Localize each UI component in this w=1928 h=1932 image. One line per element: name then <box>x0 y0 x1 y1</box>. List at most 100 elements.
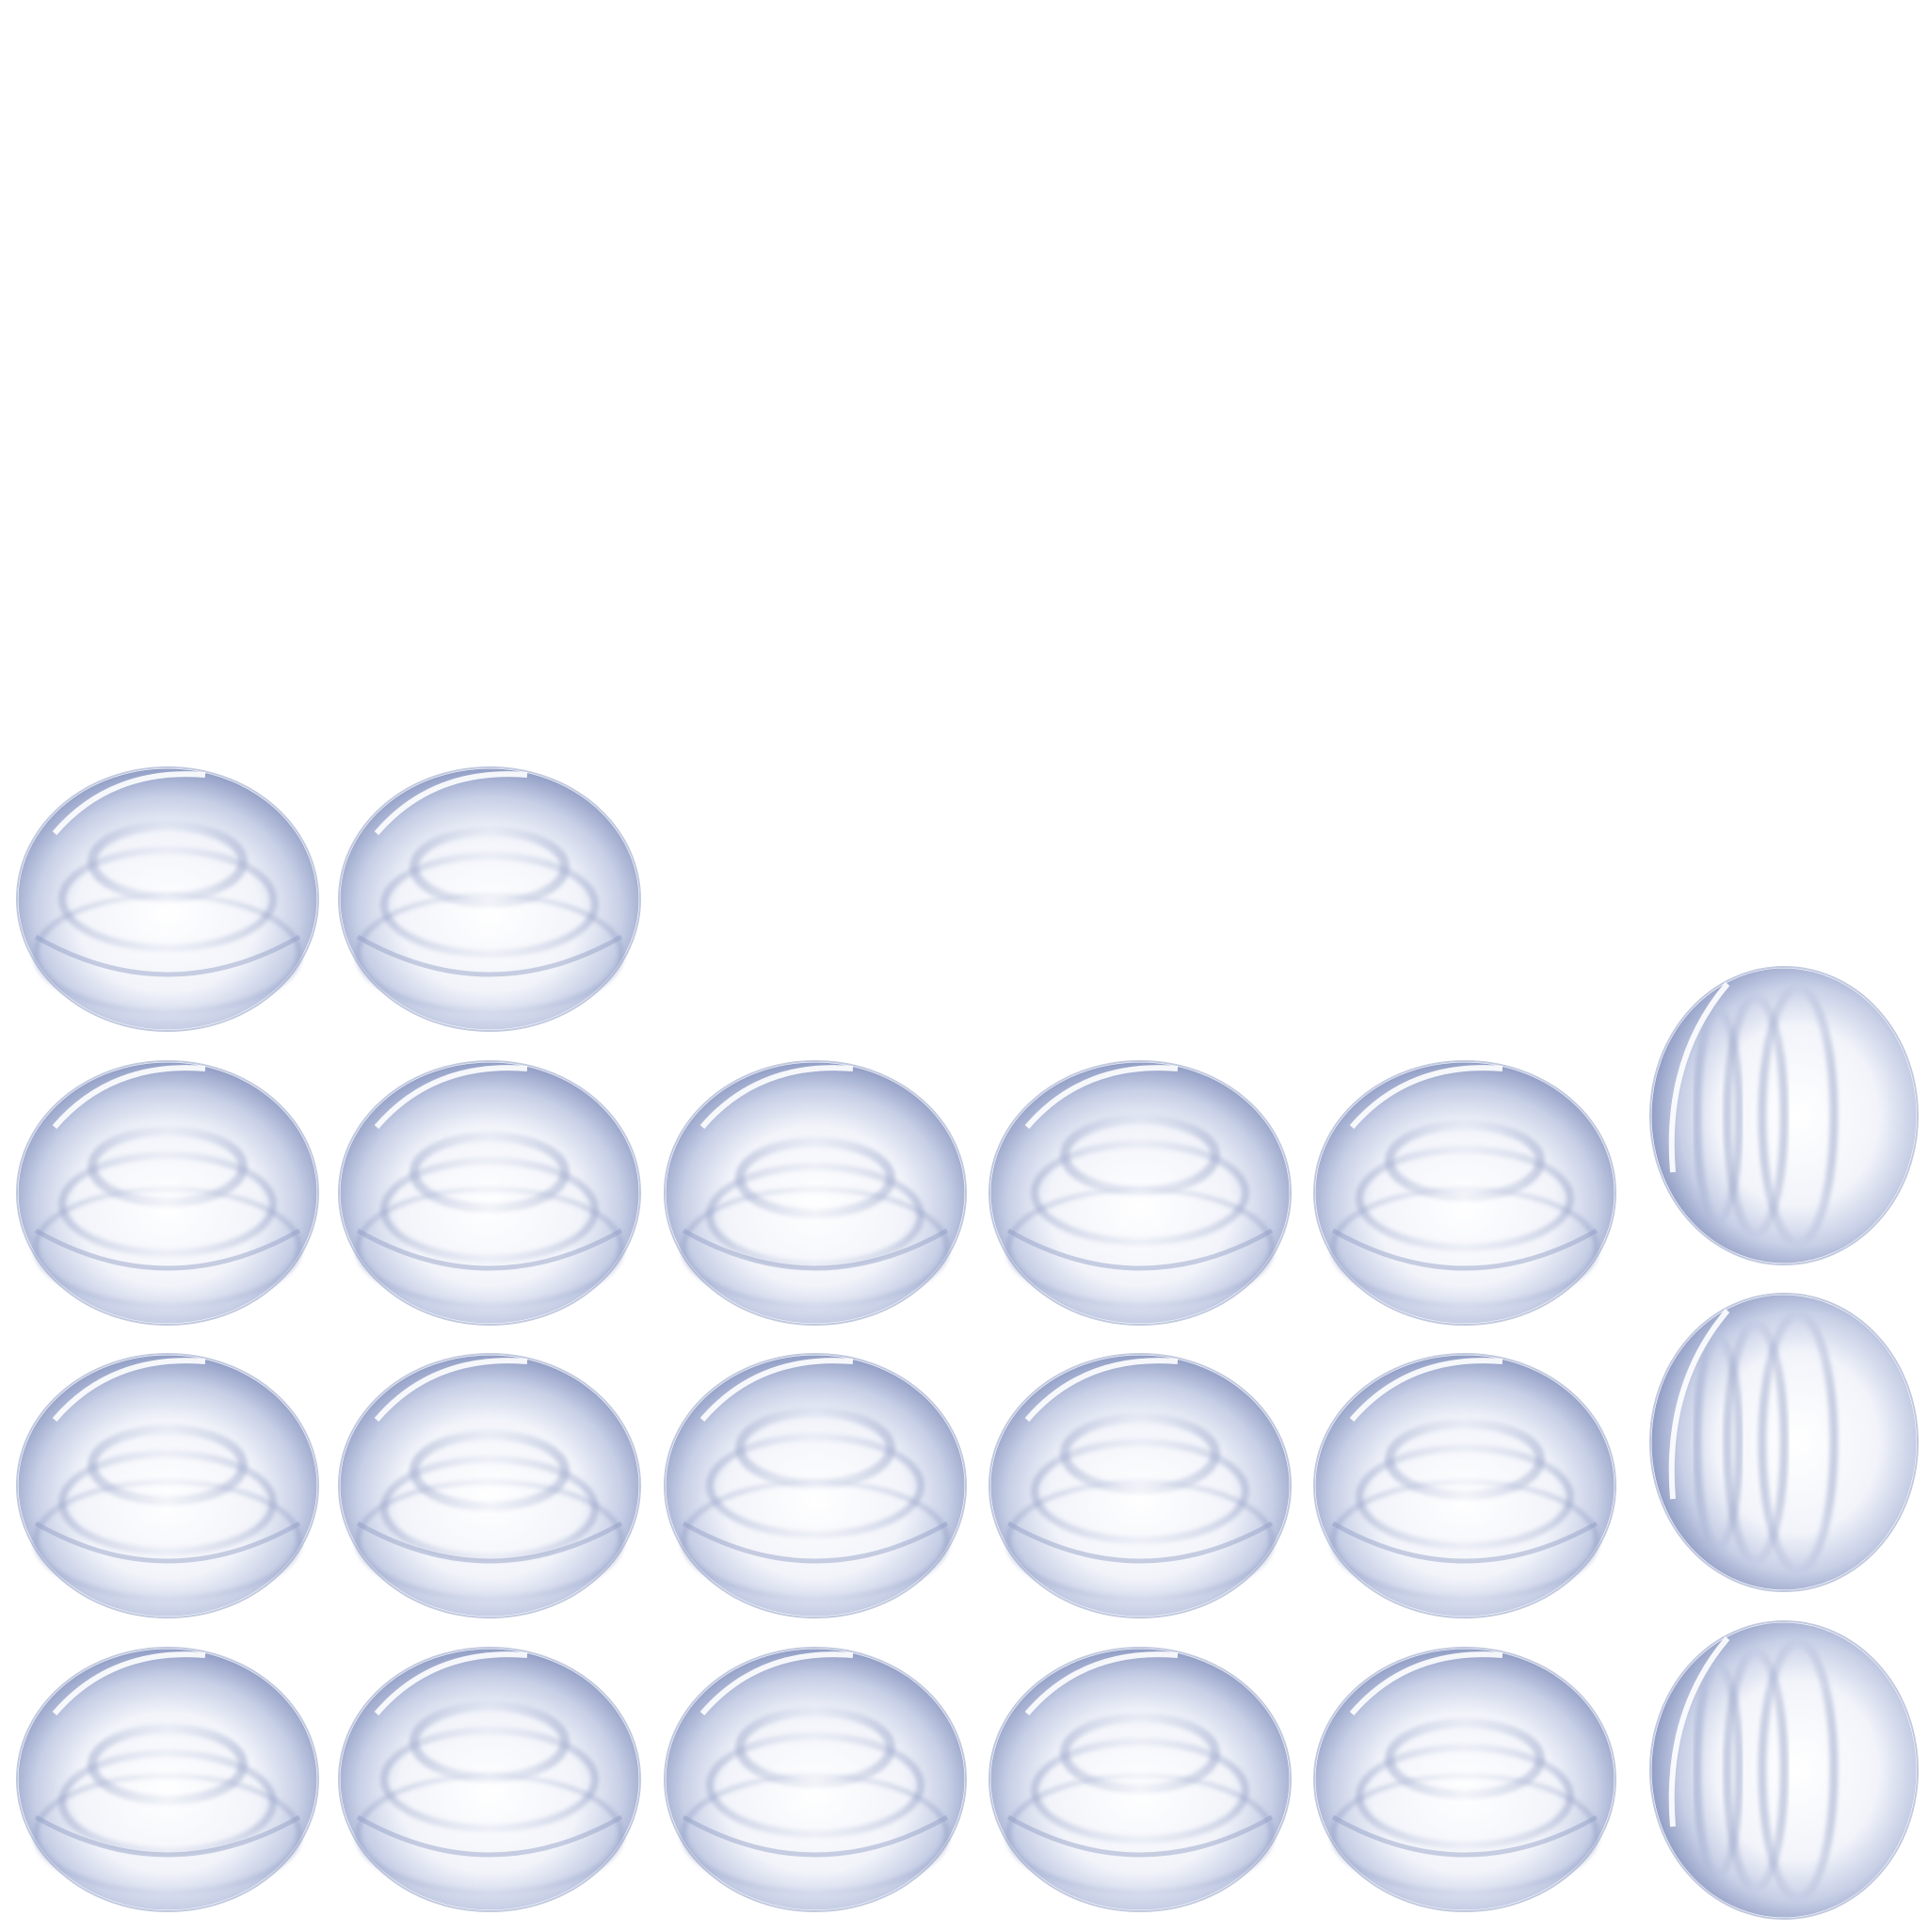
dome-ring <box>1693 1662 1743 1878</box>
dome-highlight <box>699 1358 854 1422</box>
dome-base-edge <box>34 934 301 977</box>
dome-highlight <box>374 771 528 835</box>
dome-highlight <box>374 1651 528 1715</box>
glass-dome-sprite <box>337 1059 642 1327</box>
dome-highlight <box>52 1651 206 1715</box>
dome-ring <box>355 893 624 1015</box>
dome-ring <box>1758 984 1839 1248</box>
dome-base-edge <box>1006 1521 1274 1564</box>
dome-base-edge <box>1331 1228 1599 1271</box>
dome-ring <box>58 1151 277 1257</box>
dome-ring <box>33 1773 302 1895</box>
dome-highlight <box>52 1065 206 1129</box>
dome-rim <box>16 1647 319 1912</box>
dome-highlight <box>374 1065 528 1129</box>
dome-base-edge <box>682 1814 949 1858</box>
dome-base-edge <box>356 1521 623 1564</box>
dome-ring <box>1723 1648 1789 1892</box>
dome-base-edge <box>356 934 623 977</box>
glass-dome-sprite <box>1648 965 1920 1266</box>
dome-ring <box>380 852 599 958</box>
dome-highlight <box>1349 1358 1503 1422</box>
dome-base-edge <box>682 1521 949 1564</box>
dome-ring <box>58 846 277 952</box>
dome-rim <box>16 766 319 1032</box>
dome-ring <box>1005 1186 1275 1309</box>
glass-dome-sprite <box>1312 1059 1617 1327</box>
glass-dome-sprite <box>15 765 320 1033</box>
glass-dome-sprite <box>663 1646 968 1913</box>
dome-highlight <box>52 771 206 835</box>
dome-highlight <box>374 1358 528 1422</box>
dome-rim <box>1313 1353 1616 1618</box>
dome-ring <box>1723 1320 1789 1565</box>
dome-ring <box>1031 1140 1249 1246</box>
dome-ring <box>380 1727 599 1832</box>
dome-ring <box>1356 1146 1574 1251</box>
dome-ring <box>33 1479 302 1602</box>
dome-rim <box>338 766 641 1032</box>
dome-ring <box>1723 993 1789 1238</box>
glass-dome-sprite <box>337 765 642 1033</box>
dome-highlight <box>699 1651 854 1715</box>
dome-base-edge <box>682 1228 949 1271</box>
glass-dome-sprite <box>663 1059 968 1327</box>
dome-rim <box>338 1353 641 1618</box>
dome-ring <box>355 1186 624 1309</box>
dome-ring <box>33 893 302 1015</box>
dome-highlight <box>1024 1358 1179 1422</box>
dome-highlight <box>699 1065 854 1129</box>
dome-rim <box>664 1060 967 1326</box>
dome-base-edge <box>1331 1521 1599 1564</box>
dome-highlight <box>1349 1651 1503 1715</box>
dome-ring <box>355 1773 624 1895</box>
dome-highlight <box>1668 1309 1730 1500</box>
dome-rim <box>338 1060 641 1326</box>
dome-ring <box>1693 1334 1743 1551</box>
dome-ring <box>706 1732 924 1838</box>
dome-highlight <box>1024 1651 1179 1715</box>
dome-base-edge <box>1006 1228 1274 1271</box>
dome-base-edge <box>34 1228 301 1271</box>
glass-dome-sprite <box>1312 1646 1617 1913</box>
dome-rim <box>1313 1060 1616 1326</box>
dome-ring <box>1693 1007 1743 1224</box>
dome-ring <box>1758 1638 1839 1902</box>
glass-dome-sprite <box>15 1059 320 1327</box>
glass-dome-sprite <box>663 1352 968 1619</box>
dome-ring <box>1758 1311 1839 1574</box>
dome-ring <box>33 1186 302 1309</box>
dome-rim <box>664 1353 967 1618</box>
glass-dome-sprite <box>337 1646 642 1913</box>
dome-ring <box>706 1433 924 1538</box>
dome-base-edge <box>356 1228 623 1271</box>
dome-highlight <box>52 1358 206 1422</box>
dome-rim <box>16 1060 319 1326</box>
dome-ring <box>1330 1479 1599 1602</box>
dome-ring <box>681 1773 950 1895</box>
glass-dome-sprite <box>1648 1292 1920 1593</box>
dome-ring <box>1330 1186 1599 1309</box>
glass-dome-sprite <box>988 1646 1293 1913</box>
dome-highlight <box>1024 1065 1179 1129</box>
dome-ring <box>1005 1479 1275 1602</box>
dome-ring <box>681 1186 950 1309</box>
glass-dome-sprite <box>1648 1619 1920 1921</box>
dome-base-edge <box>1331 1814 1599 1858</box>
dome-rim <box>1313 1647 1616 1912</box>
dome-rim <box>1649 1620 1919 1920</box>
glass-dome-sprite <box>15 1646 320 1913</box>
dome-highlight <box>1668 1636 1730 1827</box>
dome-ring <box>1356 1444 1574 1550</box>
dome-ring <box>1031 1439 1249 1544</box>
dome-ring <box>1330 1773 1599 1895</box>
dome-rim <box>338 1647 641 1912</box>
glass-dome-sprite <box>988 1352 1293 1619</box>
dome-ring <box>681 1479 950 1602</box>
dome-ring <box>1005 1773 1275 1895</box>
dome-base-edge <box>34 1814 301 1858</box>
glass-dome-sprite <box>1312 1352 1617 1619</box>
glass-dome-sprite <box>337 1352 642 1619</box>
